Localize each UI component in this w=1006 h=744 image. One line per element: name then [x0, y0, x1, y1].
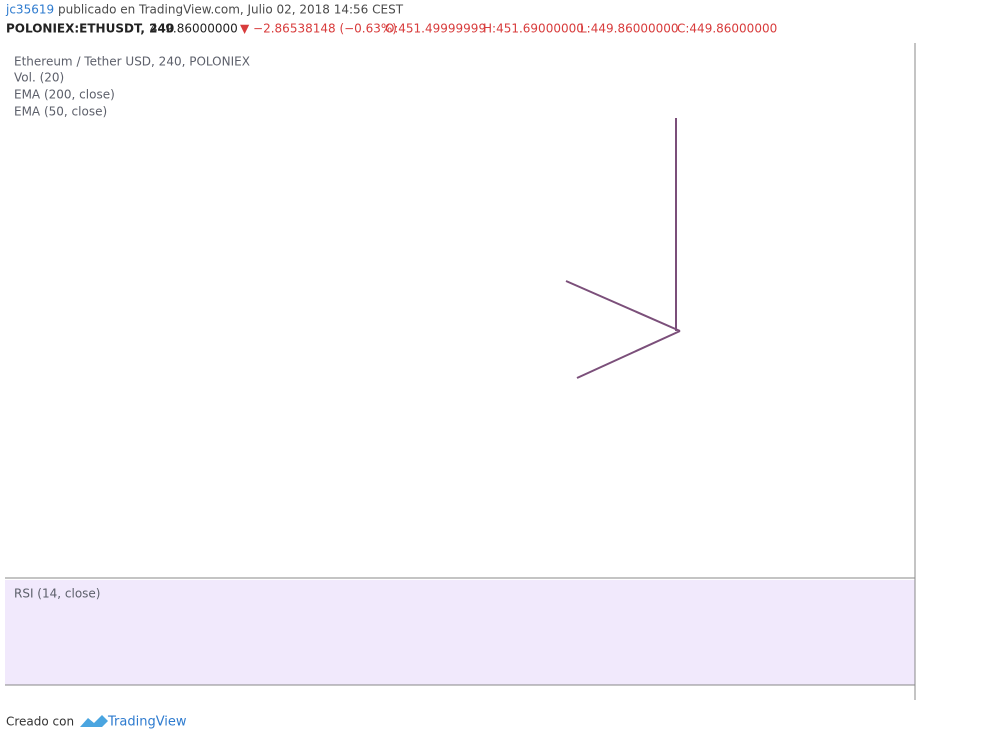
pattern-drawing — [565, 118, 681, 379]
legend-volume: Vol. (20) — [14, 71, 64, 85]
ohlc-close: C:449.86000000 — [677, 22, 777, 36]
legend-symbol: Ethereum / Tether USD, 240, POLONIEX — [14, 55, 250, 69]
ohlc-low: L:449.86000000 — [580, 22, 679, 36]
symbol: POLONIEX:ETHUSDT, 240 — [6, 22, 174, 36]
legend-rsi: RSI (14, close) — [14, 587, 100, 601]
ohlc-high: H:451.69000000 — [483, 22, 584, 36]
rsi-pane — [5, 580, 915, 685]
change: ▼ −2.86538148 (−0.63%) — [240, 22, 397, 36]
footer-created: Creado con — [6, 715, 74, 729]
legend-ema50: EMA (50, close) — [14, 105, 107, 119]
tv-logo — [80, 715, 108, 727]
author: jc35619 — [5, 3, 54, 17]
price: 449.86000000 — [150, 22, 238, 36]
ohlc-open: O:451.49999999 — [385, 22, 486, 36]
published: publicado en TradingView.com, Julio 02, … — [58, 3, 404, 17]
legend-ema200: EMA (200, close) — [14, 88, 115, 102]
footer-brand[interactable]: TradingView — [107, 715, 187, 730]
